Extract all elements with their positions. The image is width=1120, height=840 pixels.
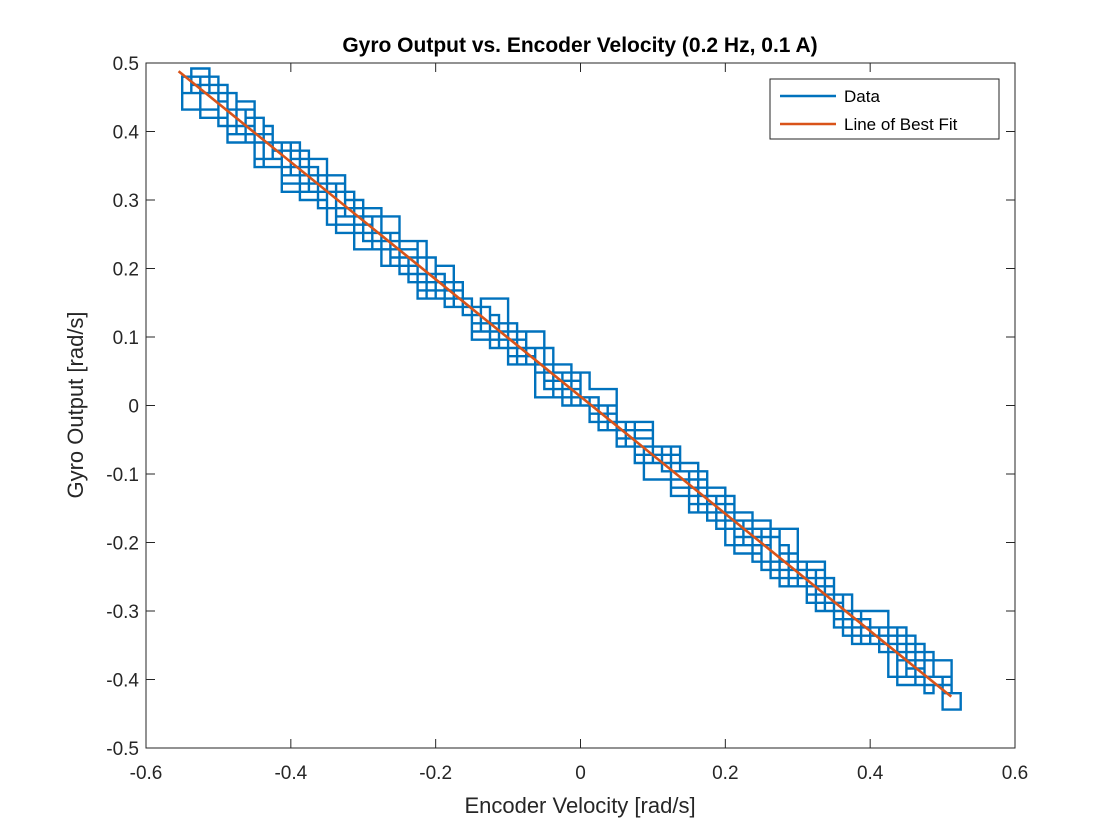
y-tick-label: -0.4 bbox=[106, 671, 139, 692]
y-tick-label: -0.1 bbox=[106, 465, 139, 486]
x-tick-label: -0.2 bbox=[419, 763, 452, 784]
axes-box bbox=[145, 62, 1016, 749]
y-tick-label: -0.3 bbox=[106, 602, 139, 623]
y-tick-label: -0.2 bbox=[106, 534, 139, 555]
series-data-line bbox=[181, 67, 962, 711]
y-tick-label: 0.5 bbox=[113, 54, 139, 75]
x-axis-title: Encoder Velocity [rad/s] bbox=[464, 793, 695, 818]
data-layer bbox=[177, 67, 962, 711]
y-tick-label: 0.3 bbox=[113, 191, 139, 212]
x-tick-label: 0.2 bbox=[712, 763, 738, 784]
x-tick-label: 0.6 bbox=[1002, 763, 1028, 784]
axes-layer: -0.6 -0.4 -0.2 0 0.2 0.4 0.6 -0.5 -0.4 -0.3 -0.2 -0… bbox=[106, 54, 1028, 784]
y-tick-label: 0 bbox=[128, 397, 139, 418]
legend-label-data: Data bbox=[844, 87, 880, 106]
x-tick-label: -0.6 bbox=[130, 763, 163, 784]
legend-box bbox=[769, 78, 1000, 140]
y-tick-label: -0.5 bbox=[106, 739, 139, 760]
legend: Data Line of Best Fit bbox=[769, 78, 1000, 140]
y-tick-label: 0.4 bbox=[113, 123, 140, 144]
chart-title: Gyro Output vs. Encoder Velocity (0.2 Hz… bbox=[342, 34, 817, 57]
y-tick-label: 0.2 bbox=[113, 260, 139, 281]
x-tick-label: 0 bbox=[575, 763, 586, 784]
y-tick-label: 0.1 bbox=[113, 328, 139, 349]
y-axis-title: Gyro Output [rad/s] bbox=[63, 311, 88, 498]
x-tick-label: 0.4 bbox=[857, 763, 884, 784]
series-best-fit-line bbox=[177, 70, 953, 698]
legend-label-best-fit: Line of Best Fit bbox=[844, 115, 958, 134]
x-tick-label: -0.4 bbox=[274, 763, 307, 784]
